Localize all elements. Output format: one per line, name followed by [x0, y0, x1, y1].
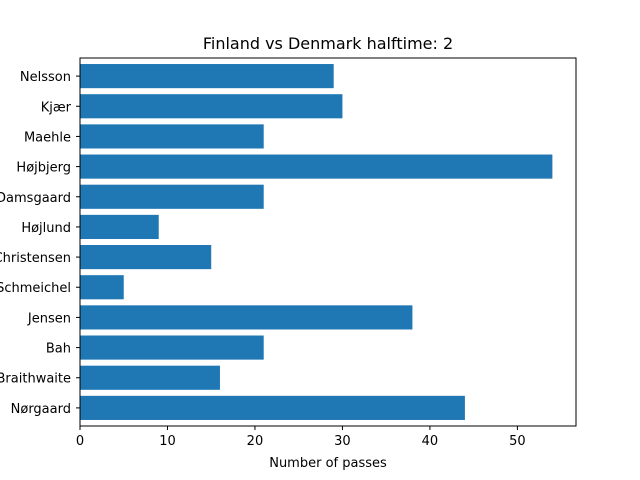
y-tick-label: Schmeichel — [0, 281, 71, 296]
bar-schmeichel — [80, 275, 124, 300]
y-tick-label: Nørgaard — [11, 402, 71, 417]
y-tick-label: Nelsson — [20, 70, 71, 85]
x-tick-label: 20 — [247, 434, 264, 449]
bars-group — [80, 64, 553, 420]
y-tick-label: Jensen — [27, 311, 71, 326]
y-tick-label: Christensen — [0, 251, 71, 266]
y-tick-label: Højbjerg — [16, 161, 71, 176]
bar-christensen — [80, 245, 212, 270]
bar-nelsson — [80, 64, 334, 89]
x-tick-label: 50 — [509, 434, 526, 449]
y-tick-label: Bah — [46, 342, 71, 357]
x-axis-label: Number of passes — [269, 456, 387, 471]
y-tick-label: Højlund — [21, 221, 71, 236]
bar-nørgaard — [80, 395, 465, 420]
y-tick-label: Braithwaite — [0, 372, 71, 387]
bar-damsgaard — [80, 184, 264, 209]
x-axis-ticks: 0 10 20 30 40 50 — [76, 426, 526, 449]
bar-højlund — [80, 214, 159, 239]
x-tick-label: 10 — [159, 434, 176, 449]
x-tick-label: 40 — [422, 434, 439, 449]
bar-højbjerg — [80, 154, 553, 179]
chart-title: Finland vs Denmark halftime: 2 — [203, 34, 453, 53]
x-tick-label: 0 — [76, 434, 84, 449]
x-tick-label: 30 — [334, 434, 351, 449]
y-tick-label: Maehle — [24, 130, 71, 145]
bar-kjær — [80, 94, 343, 119]
y-axis-ticks: Nelsson Kjær Maehle Højbjerg Damsgaard Højlun… — [0, 70, 80, 417]
bar-maehle — [80, 124, 264, 149]
y-tick-label: Kjær — [41, 100, 72, 115]
bar-braithwaite — [80, 365, 220, 390]
y-tick-label: Damsgaard — [0, 191, 71, 206]
bar-jensen — [80, 305, 413, 330]
bar-bah — [80, 335, 264, 360]
plot-frame — [79, 57, 577, 427]
